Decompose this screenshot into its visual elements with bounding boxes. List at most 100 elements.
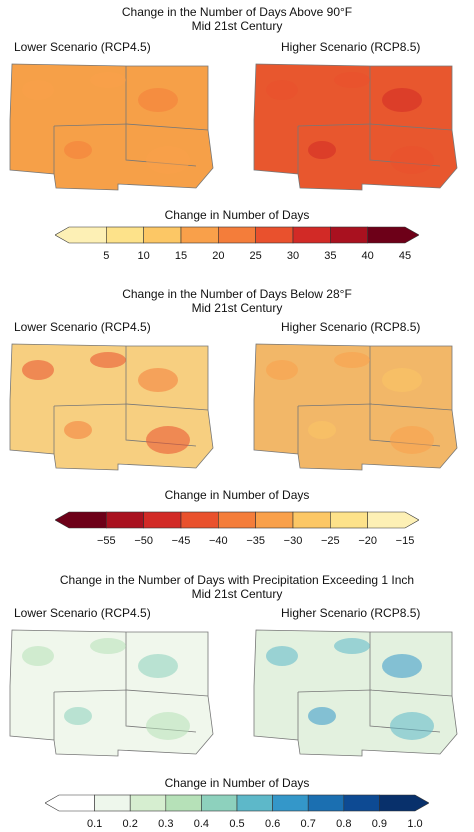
colorbar-segment bbox=[218, 226, 256, 244]
map-patch bbox=[334, 638, 370, 654]
panel1-colorbar bbox=[55, 226, 419, 244]
map-patch bbox=[64, 707, 92, 725]
colorbar-segment bbox=[343, 794, 380, 812]
map-patch bbox=[390, 426, 434, 454]
panel2-colorbar bbox=[55, 511, 419, 529]
colorbar-tick-label: 35 bbox=[324, 250, 337, 262]
map-patch bbox=[22, 360, 54, 380]
colorbar-segment bbox=[180, 511, 219, 529]
colorbar-tick-label: 45 bbox=[398, 250, 412, 262]
panel3-left-map bbox=[9, 629, 214, 757]
map-patch bbox=[382, 368, 422, 392]
panel3-right-map bbox=[253, 629, 458, 757]
panel1-right-map bbox=[253, 63, 458, 191]
colorbar-segment bbox=[236, 794, 273, 812]
panel1-subtitle: Mid 21st Century bbox=[191, 19, 283, 33]
colorbar-tick-label: 0.9 bbox=[371, 818, 388, 830]
colorbar-segment bbox=[106, 226, 144, 244]
panel3-legend-title: Change in Number of Days bbox=[164, 776, 310, 790]
colorbar-segment bbox=[45, 794, 95, 812]
colorbar-tick-label: −35 bbox=[246, 535, 265, 547]
map-patch bbox=[266, 80, 298, 100]
panel2-left-label: Lower Scenario (RCP4.5) bbox=[14, 320, 151, 334]
panel1-right-label: Higher Scenario (RCP8.5) bbox=[281, 40, 421, 54]
colorbar-segment bbox=[143, 226, 182, 244]
colorbar-segment bbox=[255, 511, 294, 529]
colorbar-segment bbox=[55, 511, 107, 529]
map-patch bbox=[308, 707, 336, 725]
map-patch bbox=[334, 352, 370, 368]
colorbar-segment bbox=[367, 226, 419, 244]
panel2-subtitle: Mid 21st Century bbox=[191, 301, 283, 315]
panel3-right-label: Higher Scenario (RCP8.5) bbox=[281, 606, 421, 620]
panel1-legend-title: Change in Number of Days bbox=[164, 208, 310, 222]
colorbar-segment bbox=[143, 511, 182, 529]
map-patch bbox=[146, 146, 190, 174]
colorbar-tick-label: 5 bbox=[103, 250, 110, 262]
panel2-title: Change in the Number of Days Below 28°F bbox=[122, 287, 352, 301]
colorbar-tick-label: −40 bbox=[208, 535, 228, 547]
colorbar-segment bbox=[272, 794, 309, 812]
map-patch bbox=[64, 141, 92, 159]
panel3-title: Change in the Number of Days with Precip… bbox=[59, 573, 415, 587]
map-patch bbox=[146, 712, 190, 740]
colorbar-tick-label: 15 bbox=[174, 250, 188, 262]
map-patch bbox=[390, 712, 434, 740]
colorbar-tick-label: 0.7 bbox=[300, 818, 316, 830]
map-patch bbox=[266, 646, 298, 666]
colorbar-segment bbox=[180, 226, 219, 244]
colorbar-tick-label: 0.8 bbox=[336, 818, 352, 830]
colorbar-tick-label: −45 bbox=[171, 535, 191, 547]
map-patch bbox=[64, 421, 92, 439]
colorbar-tick-label: 25 bbox=[249, 250, 262, 262]
colorbar-tick-label: −15 bbox=[395, 535, 415, 547]
panel2-right-label: Higher Scenario (RCP8.5) bbox=[281, 320, 421, 334]
colorbar-segment bbox=[106, 511, 144, 529]
map-patch bbox=[308, 421, 336, 439]
colorbar-tick-label: 0.4 bbox=[193, 818, 210, 830]
colorbar-segment bbox=[292, 226, 331, 244]
colorbar-segment bbox=[330, 226, 368, 244]
panel3-colorbar bbox=[45, 794, 429, 812]
colorbar-tick-label: −30 bbox=[283, 535, 303, 547]
colorbar-segment bbox=[129, 794, 167, 812]
panel1-left-label: Lower Scenario (RCP4.5) bbox=[14, 40, 151, 54]
panel2-left-map bbox=[9, 343, 214, 471]
map-patch bbox=[138, 654, 178, 678]
colorbar-segment bbox=[292, 511, 331, 529]
map-patch bbox=[90, 638, 126, 654]
colorbar-segment bbox=[307, 794, 345, 812]
colorbar-tick-label: −25 bbox=[320, 535, 340, 547]
colorbar-segment bbox=[379, 794, 429, 812]
panel3-subtitle: Mid 21st Century bbox=[191, 587, 283, 601]
colorbar-tick-label: 40 bbox=[361, 250, 374, 262]
panel1-title: Change in the Number of Days Above 90°F bbox=[121, 5, 353, 19]
map-patch bbox=[146, 426, 190, 454]
colorbar-tick-label: 10 bbox=[137, 250, 150, 262]
map-patch bbox=[334, 72, 370, 88]
map-patch bbox=[22, 646, 54, 666]
panel2-legend-title: Change in Number of Days bbox=[164, 488, 310, 502]
colorbar-tick-label: 1.0 bbox=[407, 818, 423, 830]
colorbar-tick-label: 0.1 bbox=[86, 818, 103, 830]
map-patch bbox=[138, 368, 178, 392]
map-patch bbox=[22, 80, 54, 100]
colorbar-tick-label: 30 bbox=[286, 250, 300, 262]
colorbar-segment bbox=[255, 226, 294, 244]
panel2-right-map bbox=[253, 343, 458, 471]
map-patch bbox=[308, 141, 336, 159]
colorbar-tick-label: −55 bbox=[96, 535, 116, 547]
map-patch bbox=[138, 88, 178, 112]
colorbar-tick-label: 0.6 bbox=[264, 818, 281, 830]
colorbar-segment bbox=[165, 794, 202, 812]
colorbar-tick-label: 0.2 bbox=[122, 818, 138, 830]
colorbar-segment bbox=[201, 794, 238, 812]
colorbar-tick-label: −50 bbox=[134, 535, 153, 547]
map-patch bbox=[266, 360, 298, 380]
colorbar-segment bbox=[55, 226, 107, 244]
colorbar-tick-label: −20 bbox=[358, 535, 377, 547]
map-patch bbox=[382, 654, 422, 678]
colorbar-segment bbox=[218, 511, 256, 529]
colorbar-segment bbox=[367, 511, 419, 529]
panel1-left-map bbox=[9, 63, 214, 191]
